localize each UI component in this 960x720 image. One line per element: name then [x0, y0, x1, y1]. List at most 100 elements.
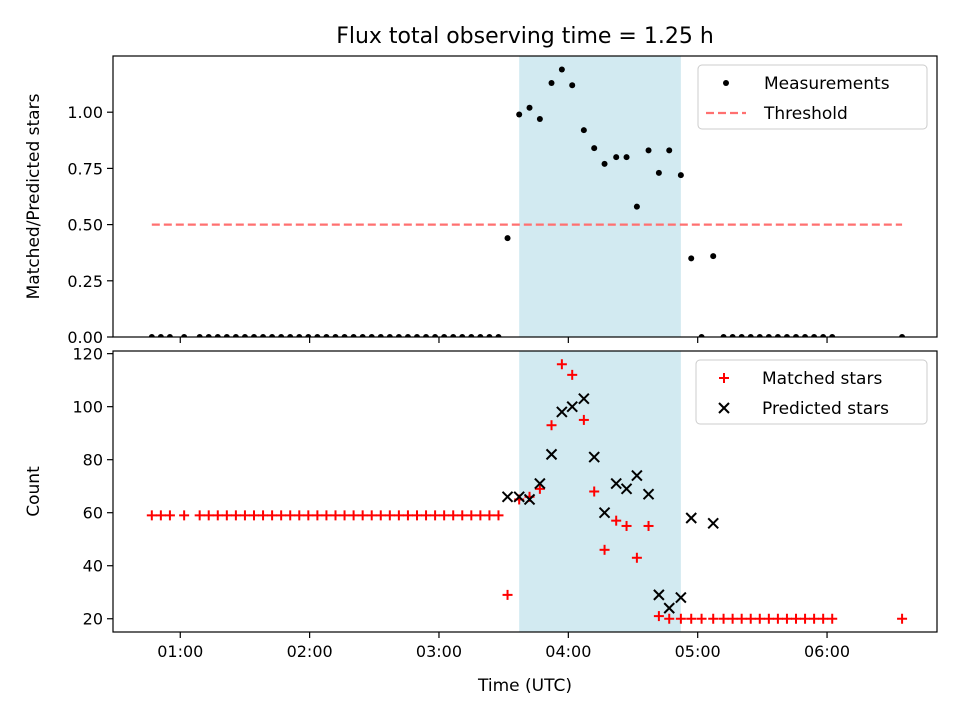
- matched-star-marker: [809, 613, 820, 624]
- measurement-point: [526, 104, 533, 111]
- measurement-point: [450, 334, 457, 337]
- matched-star-marker: [194, 510, 205, 521]
- matched-star-marker: [589, 486, 600, 497]
- measurement-point: [477, 334, 484, 337]
- matched-star-marker: [818, 613, 829, 624]
- legend-cross-icon: [718, 402, 730, 414]
- measurement-point: [468, 334, 475, 337]
- matched-star-marker: [800, 613, 811, 624]
- measurement-point: [386, 334, 393, 337]
- measurement-point: [633, 203, 640, 210]
- y-tick-label: 80: [83, 451, 103, 470]
- matched-star-marker: [339, 510, 350, 521]
- measurement-point: [368, 334, 375, 337]
- matched-star-marker: [556, 359, 567, 370]
- matched-star-marker: [179, 510, 190, 521]
- measurement-point: [774, 334, 781, 337]
- predicted-star-marker: [578, 393, 590, 405]
- matched-star-marker: [599, 544, 610, 555]
- matched-star-marker: [248, 510, 259, 521]
- matched-star-marker: [239, 510, 250, 521]
- measurement-point: [223, 334, 230, 337]
- measurement-point: [580, 127, 587, 134]
- marker-stroke: [675, 591, 687, 604]
- matched-star-marker: [421, 510, 432, 521]
- measurement-point: [205, 334, 212, 337]
- marker-stroke: [718, 402, 730, 414]
- x-tick-label: 04:00: [545, 642, 591, 661]
- measurement-point: [569, 82, 576, 89]
- measurement-point: [710, 253, 717, 260]
- matched-star-marker: [621, 520, 632, 531]
- legend-plus-icon: [719, 373, 729, 383]
- matched-star-marker: [696, 613, 707, 624]
- matched-star-marker: [643, 520, 654, 531]
- measurement-point: [729, 334, 736, 337]
- matched-star-marker: [827, 613, 838, 624]
- predicted-star-marker: [631, 469, 643, 482]
- matched-star-marker: [230, 510, 241, 521]
- matched-star-marker: [502, 589, 513, 600]
- bottom-panel: 20 40 60 80 100 120 01:00 02:00 03:00 04:00 05:00 0…: [24, 345, 938, 661]
- matched-star-marker: [384, 510, 395, 521]
- measurement-point: [232, 334, 239, 337]
- predicted-star-marker: [675, 591, 687, 604]
- measurement-point: [432, 334, 439, 337]
- marker-stroke: [566, 400, 578, 413]
- matched-star-marker: [203, 510, 214, 521]
- matched-star-marker: [366, 510, 377, 521]
- measurement-point: [738, 334, 745, 337]
- matched-star-marker: [411, 510, 422, 521]
- matched-star-marker: [146, 510, 157, 521]
- marker-stroke: [556, 406, 568, 418]
- measurement-point: [350, 334, 357, 337]
- marker-stroke: [501, 491, 514, 503]
- predicted-star-marker: [566, 400, 578, 413]
- chart-title: Flux total observing time = 1.25 h: [336, 24, 714, 49]
- measurement-point: [591, 145, 598, 152]
- matched-star-marker: [718, 613, 729, 624]
- matched-star-marker: [221, 510, 232, 521]
- marker-stroke: [534, 477, 546, 490]
- legend-box: [697, 64, 928, 130]
- measurement-point: [793, 334, 800, 337]
- measurement-point: [504, 235, 511, 242]
- matched-star-marker: [393, 510, 404, 521]
- matched-star-marker: [457, 510, 468, 521]
- predicted-star-marker: [610, 477, 622, 490]
- marker-stroke: [631, 469, 643, 482]
- x-tick-label: 01:00: [157, 642, 203, 661]
- matched-star-marker: [402, 510, 413, 521]
- matched-star-marker: [567, 369, 578, 380]
- matched-star-marker: [781, 613, 792, 624]
- legend-box: [695, 359, 928, 425]
- predicted-star-marker: [534, 477, 546, 490]
- measurement-point: [655, 169, 662, 176]
- legend-label: Threshold: [763, 104, 848, 124]
- matched-star-marker: [267, 510, 278, 521]
- measurement-point: [423, 334, 430, 337]
- measurement-point: [495, 334, 502, 337]
- predicted-star-marker: [523, 493, 536, 506]
- matched-star-marker: [754, 613, 765, 624]
- predicted-star-marker: [642, 488, 655, 500]
- marker-stroke: [588, 451, 600, 463]
- measurement-point: [196, 334, 203, 337]
- matched-star-marker: [330, 510, 341, 521]
- predicted-star-marker: [545, 448, 558, 461]
- x-tick-label: 02:00: [287, 642, 333, 661]
- measurement-point: [214, 334, 221, 337]
- measurement-point: [720, 334, 727, 337]
- marker-stroke: [663, 602, 675, 614]
- measurement-point: [157, 334, 164, 337]
- predicted-star-marker: [663, 602, 675, 614]
- matched-star-marker: [493, 510, 504, 521]
- measurement-point: [377, 334, 384, 337]
- measurement-point: [250, 334, 257, 337]
- measurement-point: [359, 334, 366, 337]
- matched-star-marker: [653, 611, 664, 622]
- marker-stroke: [523, 493, 536, 506]
- measurement-point: [278, 334, 285, 337]
- measurement-point: [820, 334, 827, 337]
- matched-star-marker: [686, 613, 697, 624]
